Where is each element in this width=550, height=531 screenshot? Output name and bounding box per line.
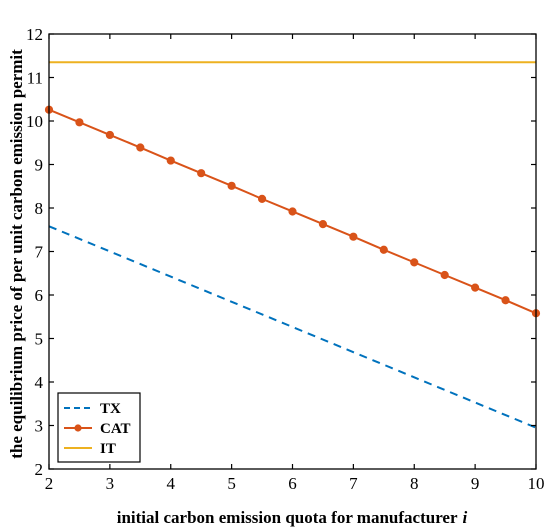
x-tick-label: 7 bbox=[349, 474, 358, 493]
data-point-cat bbox=[75, 118, 84, 127]
y-tick-label: 3 bbox=[35, 417, 44, 436]
data-point-cat bbox=[136, 143, 145, 152]
data-point-cat bbox=[501, 296, 510, 305]
x-tick-label: 5 bbox=[227, 474, 236, 493]
y-tick-label: 10 bbox=[26, 112, 43, 131]
x-tick-label: 6 bbox=[288, 474, 297, 493]
x-tick-label: 8 bbox=[410, 474, 419, 493]
x-tick-label: 2 bbox=[45, 474, 54, 493]
x-tick-label: 3 bbox=[106, 474, 115, 493]
x-tick-label: 4 bbox=[167, 474, 176, 493]
data-point-cat bbox=[288, 207, 297, 216]
series-line-tx bbox=[48, 225, 537, 429]
x-tick-label: 10 bbox=[528, 474, 545, 493]
data-point-cat bbox=[105, 130, 114, 140]
data-point-cat bbox=[318, 219, 328, 229]
data-point-cat bbox=[166, 156, 175, 165]
data-point-cat bbox=[227, 181, 236, 190]
x-axis-label-variable: i bbox=[463, 508, 468, 527]
y-tick-label: 11 bbox=[27, 69, 43, 88]
data-point-cat bbox=[257, 194, 267, 203]
x-axis-label-text: initial carbon emission quota for manufa… bbox=[117, 508, 458, 527]
y-tick-label: 7 bbox=[35, 243, 44, 262]
data-point-cat bbox=[379, 245, 388, 254]
legend: TX CAT IT bbox=[57, 392, 141, 463]
data-point-cat bbox=[197, 169, 206, 178]
data-point-cat bbox=[410, 258, 419, 267]
ticks: 2 3 4 5 6 7 8 9 10 2 3 4 5 6 7 8 9 10 11 12 bbox=[26, 25, 545, 493]
data-point-cat bbox=[349, 232, 358, 241]
y-axis-label: the equilibrium price of per unit carbon… bbox=[7, 49, 26, 459]
legend-label-cat: CAT bbox=[100, 421, 131, 437]
x-tick-label: 9 bbox=[471, 474, 480, 493]
legend-label-it: IT bbox=[100, 441, 116, 457]
data-point-cat bbox=[440, 270, 449, 280]
y-tick-label: 2 bbox=[35, 460, 44, 479]
x-axis-label: initial carbon emission quota for manufa… bbox=[117, 508, 468, 527]
plot-area bbox=[44, 61, 541, 429]
y-tick-label: 9 bbox=[35, 156, 44, 175]
y-tick-label: 5 bbox=[35, 330, 44, 349]
data-point-cat bbox=[471, 283, 480, 292]
y-tick-label: 4 bbox=[35, 373, 44, 392]
y-tick-label: 12 bbox=[26, 25, 43, 44]
y-tick-label: 8 bbox=[35, 199, 44, 218]
y-tick-label: 6 bbox=[35, 286, 44, 305]
legend-label-tx: TX bbox=[100, 401, 121, 417]
legend-marker-cat bbox=[74, 424, 82, 432]
